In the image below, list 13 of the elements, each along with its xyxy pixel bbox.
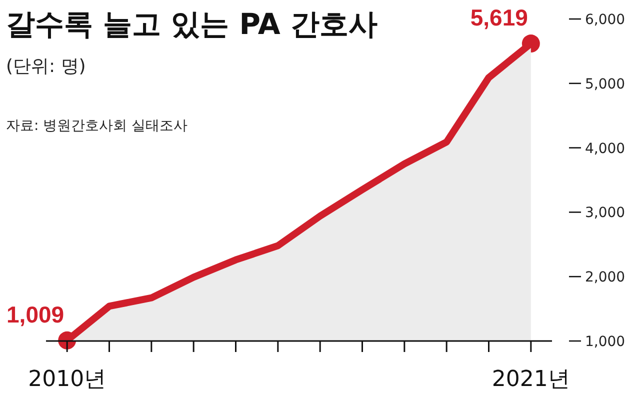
annotation: 자료: 병원간호사회 실태조사 <box>6 118 188 134</box>
data-label: 1,009 <box>6 301 64 328</box>
y-tick-label: 1,000 <box>585 334 626 350</box>
y-tick-label: 6,000 <box>585 12 626 28</box>
x-tick-label: 2010년 <box>28 367 106 392</box>
x-tick-label: 2021년 <box>492 367 570 392</box>
y-tick-label: 3,000 <box>585 205 626 222</box>
y-tick-label: 4,000 <box>585 140 626 157</box>
y-tick-label: 2,000 <box>585 270 626 286</box>
data-label: 5,619 <box>470 4 528 31</box>
text: (단위: 명) <box>6 56 86 77</box>
y-tick-label: 5,000 <box>585 76 626 92</box>
chart-title: 갈수록 늘고 있는 PA 간호사 <box>6 7 378 41</box>
